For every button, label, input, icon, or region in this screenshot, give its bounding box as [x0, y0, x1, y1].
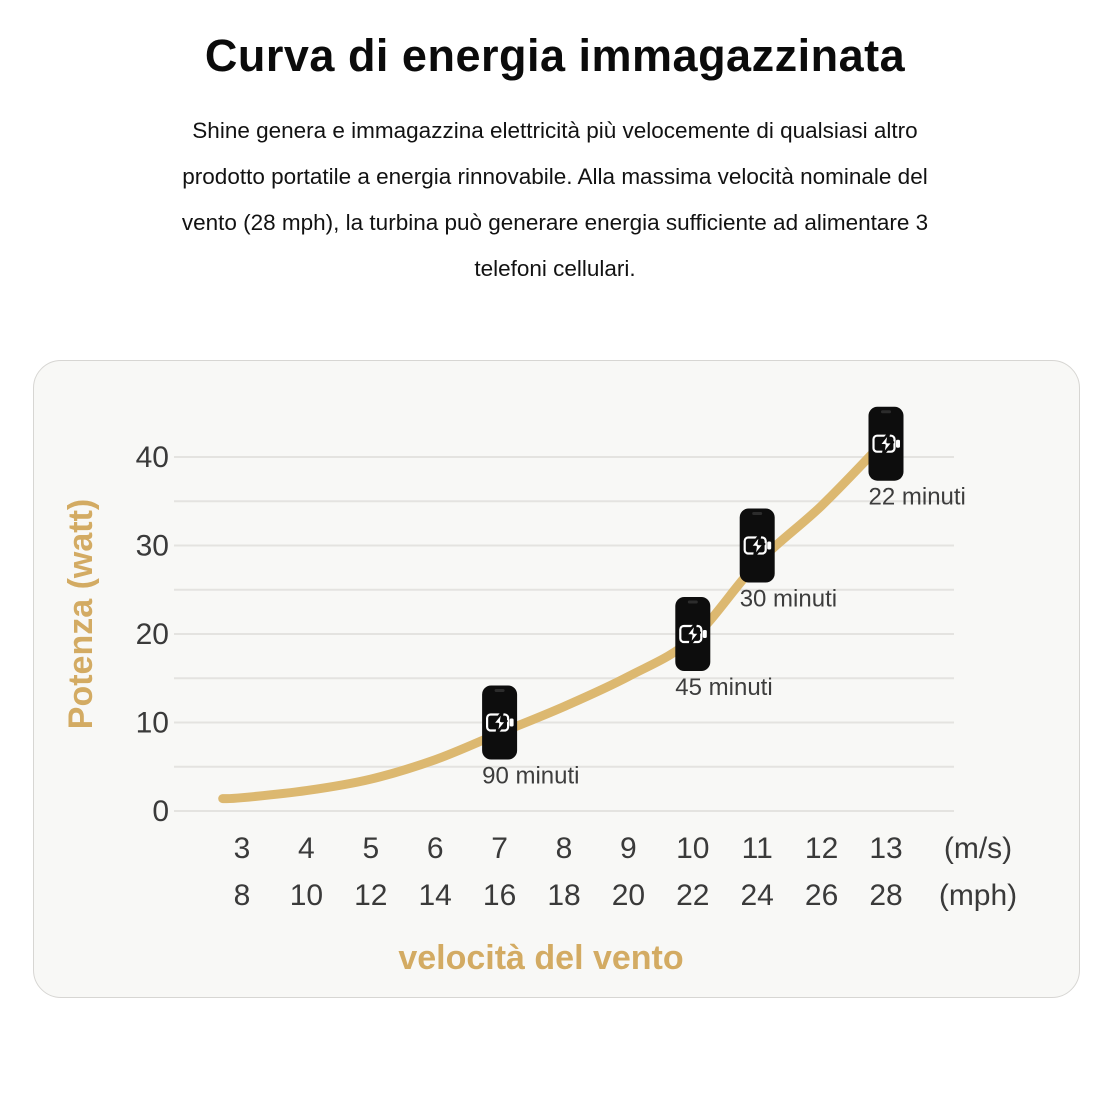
x-tick-label-ms: 11	[742, 832, 773, 865]
x-tick-label-mph: 22	[676, 879, 709, 912]
stored-energy-curve-chart: 0 10 20 30 40 Potenza (watt) 3 4 5 6 7 8 9 10 11 12 13 8 1…	[62, 406, 1017, 977]
x-tick-label-ms: 3	[234, 832, 251, 865]
y-tick-label: 20	[136, 618, 169, 651]
phone-notch	[881, 410, 891, 414]
x-tick-label-ms: 8	[556, 832, 573, 865]
description-line: vento (28 mph), la turbina può generare …	[181, 210, 929, 235]
y-tick-label: 40	[136, 441, 169, 474]
phone-notch	[752, 512, 763, 515]
description: Shine genera e immagazzina elettricità p…	[95, 108, 1015, 292]
page: Curva di energia immagazzinata Shine gen…	[0, 28, 1110, 1108]
page-title: Curva di energia immagazzinata	[204, 30, 906, 81]
description-line: Shine genera e immagazzina elettricità p…	[192, 118, 918, 143]
x-tick-label-mph: 14	[419, 879, 452, 912]
x-tick-label-ms: 6	[427, 832, 444, 865]
y-tick-label: 10	[136, 707, 169, 740]
lightning-bolt-icon	[491, 710, 508, 735]
chart-card: 0 10 20 30 40 Potenza (watt) 3 4 5 6 7 8 9 10 11 12 13 8 1…	[33, 360, 1080, 998]
y-axis-title: Potenza (watt)	[62, 499, 100, 729]
lightning-bolt-icon	[749, 533, 766, 558]
x-tick-label-ms: 9	[620, 832, 637, 865]
x-tick-label-ms: 10	[676, 832, 709, 865]
x-tick-label-ms: 4	[298, 832, 315, 865]
phone-marker	[675, 597, 711, 671]
x-tick-label-ms: 7	[491, 832, 508, 865]
battery-nub	[896, 439, 900, 448]
x-tick-label-mph: 18	[547, 879, 580, 912]
phone-marker	[482, 685, 518, 760]
y-tick-label: 30	[136, 530, 169, 563]
x-tick-label-mph: 28	[869, 879, 902, 912]
phone-notch	[687, 600, 698, 604]
x-unit-label-mph: (mph)	[939, 879, 1017, 912]
battery-nub	[767, 541, 772, 550]
lightning-bolt-icon	[684, 621, 701, 647]
x-tick-label-ms: 5	[362, 832, 379, 865]
description-line: prodotto portatile a energia rinnovabile…	[182, 164, 928, 189]
x-tick-label-mph: 16	[483, 879, 516, 912]
x-tick-label-ms: 13	[869, 832, 902, 865]
charge-time-label: 22 minuti	[869, 484, 966, 511]
x-tick-label-mph: 10	[290, 879, 323, 912]
charge-time-label: 45 minuti	[675, 674, 772, 701]
x-tick-label-mph: 12	[354, 879, 387, 912]
charge-time-label: 90 minuti	[482, 763, 579, 790]
battery-nub	[702, 630, 707, 638]
phone-marker	[868, 406, 904, 481]
phone-marker	[739, 508, 775, 583]
description-line: telefoni cellulari.	[474, 256, 636, 281]
battery-nub	[509, 718, 514, 727]
x-tick-label-mph: 26	[805, 879, 838, 912]
x-tick-label-ms: 12	[805, 832, 838, 865]
x-tick-label-mph: 24	[741, 879, 774, 912]
x-axis-title: velocità del vento	[398, 939, 683, 977]
charge-time-label: 30 minuti	[740, 586, 837, 613]
phone-notch	[494, 689, 505, 692]
power-curve	[218, 434, 891, 804]
lightning-bolt-icon	[877, 431, 895, 456]
x-tick-label-mph: 20	[612, 879, 645, 912]
x-tick-label-mph: 8	[234, 879, 251, 912]
y-tick-label: 0	[152, 795, 169, 828]
x-unit-label-ms: (m/s)	[944, 832, 1012, 865]
